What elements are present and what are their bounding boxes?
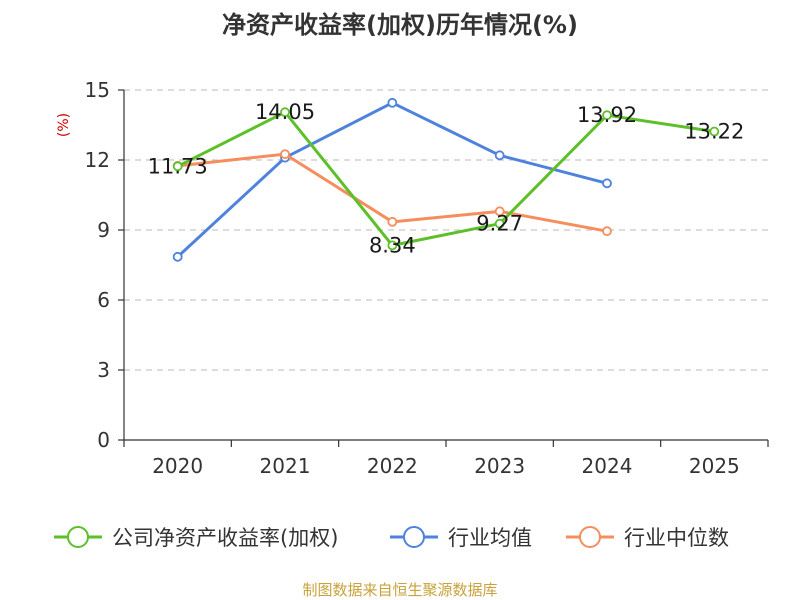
data-point xyxy=(387,97,398,108)
x-tick-label: 2020 xyxy=(152,454,203,478)
legend: 公司净资产收益率(加权) 行业均值 行业中位数 xyxy=(54,526,729,550)
data-label: 13.92 xyxy=(577,103,637,127)
data-point xyxy=(602,178,612,189)
legend-item-1: 行业均值 xyxy=(390,526,532,550)
legend-marker xyxy=(579,526,601,548)
data-point xyxy=(280,149,290,160)
data-label: 14.05 xyxy=(255,100,315,124)
legend-item-2: 行业中位数 xyxy=(566,526,729,550)
y-tick-label: 3 xyxy=(97,358,110,382)
series-0 xyxy=(172,107,720,251)
x-tick-label: 2025 xyxy=(689,454,740,478)
legend-marker xyxy=(67,526,89,548)
data-label: 8.34 xyxy=(369,233,416,257)
x-tick-label: 2023 xyxy=(474,454,525,478)
data-label: 11.73 xyxy=(148,154,208,178)
data-point xyxy=(494,150,505,161)
data-point xyxy=(387,216,398,227)
data-label: 13.22 xyxy=(684,120,744,144)
data-point xyxy=(494,206,505,217)
data-point xyxy=(494,218,505,229)
series-line xyxy=(176,110,715,247)
y-tick-label: 0 xyxy=(97,428,110,452)
y-tick-label: 15 xyxy=(85,78,110,102)
data-point xyxy=(602,110,612,121)
series-2 xyxy=(172,149,612,237)
legend-label: 公司净资产收益率(加权) xyxy=(112,526,338,550)
data-point xyxy=(172,251,183,262)
y-tick-label: 9 xyxy=(97,218,110,242)
y-axis-unit-label: (%) xyxy=(56,113,72,137)
source-note: 制图数据来自恒生聚源数据库 xyxy=(302,581,497,599)
chart-title: 净资产收益率(加权)历年情况(%) xyxy=(222,11,578,39)
y-tick-label: 6 xyxy=(97,288,110,312)
data-point xyxy=(280,107,290,118)
x-tick-label: 2021 xyxy=(260,454,311,478)
legend-item-0: 公司净资产收益率(加权) xyxy=(54,526,338,550)
legend-marker xyxy=(403,526,425,548)
data-point xyxy=(387,240,398,251)
legend-label: 行业均值 xyxy=(448,526,532,550)
axes: 0 3 6 9 12 15 2020 2021 2022 2023 2024 2025 xyxy=(85,78,769,478)
data-label: 9.27 xyxy=(476,212,523,236)
data-point xyxy=(602,226,612,237)
series-lines xyxy=(172,97,720,262)
data-labels: 11.73 14.05 8.34 9.27 13.92 13.22 xyxy=(148,100,745,257)
x-tick-label: 2024 xyxy=(582,454,633,478)
y-tick-label: 12 xyxy=(85,148,110,172)
data-point xyxy=(709,126,720,137)
grid-lines xyxy=(124,89,768,371)
legend-label: 行业中位数 xyxy=(624,526,729,550)
x-tick-label: 2022 xyxy=(367,454,418,478)
data-point xyxy=(172,161,183,172)
